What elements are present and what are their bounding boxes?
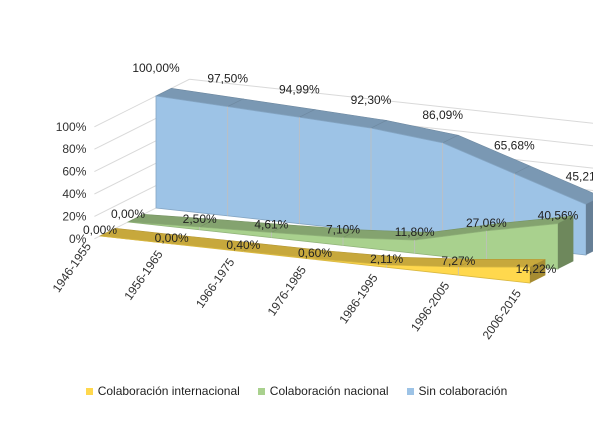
data-label: 2,50%	[183, 212, 217, 226]
gridline-side	[94, 78, 190, 128]
data-label: 0,00%	[111, 207, 145, 221]
legend-swatch	[406, 387, 414, 395]
y-tick-label: 0%	[69, 232, 87, 246]
legend-item-colaboracion-nacional: Colaboración nacional	[257, 384, 389, 398]
data-label: 14,22%	[516, 262, 557, 276]
area-end-cap	[558, 215, 574, 269]
area-end-cap	[530, 259, 546, 283]
legend-swatch	[257, 387, 265, 395]
data-label: 40,56%	[538, 209, 579, 223]
data-label: 7,27%	[441, 254, 475, 268]
data-label: 0,00%	[155, 231, 189, 245]
y-tick-label: 40%	[62, 187, 86, 201]
legend-label: Colaboración internacional	[97, 384, 240, 398]
data-label: 4,61%	[254, 218, 288, 232]
y-tick-label: 80%	[62, 142, 86, 156]
data-label: 45,21%	[566, 169, 593, 183]
area-end-cap	[586, 200, 593, 255]
legend-label: Colaboración nacional	[269, 384, 389, 398]
y-tick-label: 100%	[56, 120, 87, 134]
data-label: 7,10%	[326, 223, 360, 237]
gridline	[189, 78, 593, 124]
x-tick-label: 1996-2005	[408, 279, 453, 334]
data-label: 100,00%	[132, 61, 180, 75]
data-label: 65,68%	[494, 139, 535, 153]
x-tick-label: 1946-1955	[50, 240, 95, 295]
x-tick-label: 1986-1995	[336, 271, 381, 326]
data-label: 0,00%	[83, 223, 117, 237]
x-tick-label: 2006-2015	[480, 287, 525, 342]
legend-label: Sin colaboración	[418, 384, 508, 398]
data-label: 97,50%	[207, 72, 248, 86]
data-label: 94,99%	[279, 82, 320, 96]
data-label: 27,06%	[466, 216, 507, 230]
data-label: 0,40%	[226, 238, 260, 252]
data-label: 11,80%	[395, 225, 435, 239]
x-tick-label: 1976-1985	[265, 263, 310, 318]
data-label: 86,09%	[422, 108, 463, 122]
legend-item-sin-colaboracion: Sin colaboración	[406, 384, 508, 398]
data-label: 92,30%	[351, 93, 392, 107]
legend-swatch	[85, 387, 93, 395]
chart-legend: Colaboración internacional Colaboración …	[0, 384, 593, 398]
x-tick-label: 1956-1965	[121, 247, 166, 302]
data-label: 2,11%	[370, 252, 403, 266]
y-tick-label: 20%	[62, 209, 86, 223]
y-tick-label: 60%	[62, 165, 86, 179]
x-tick-label: 1966-1975	[193, 255, 238, 310]
legend-item-colaboracion-internacional: Colaboración internacional	[85, 384, 240, 398]
data-label: 0,60%	[298, 246, 332, 260]
